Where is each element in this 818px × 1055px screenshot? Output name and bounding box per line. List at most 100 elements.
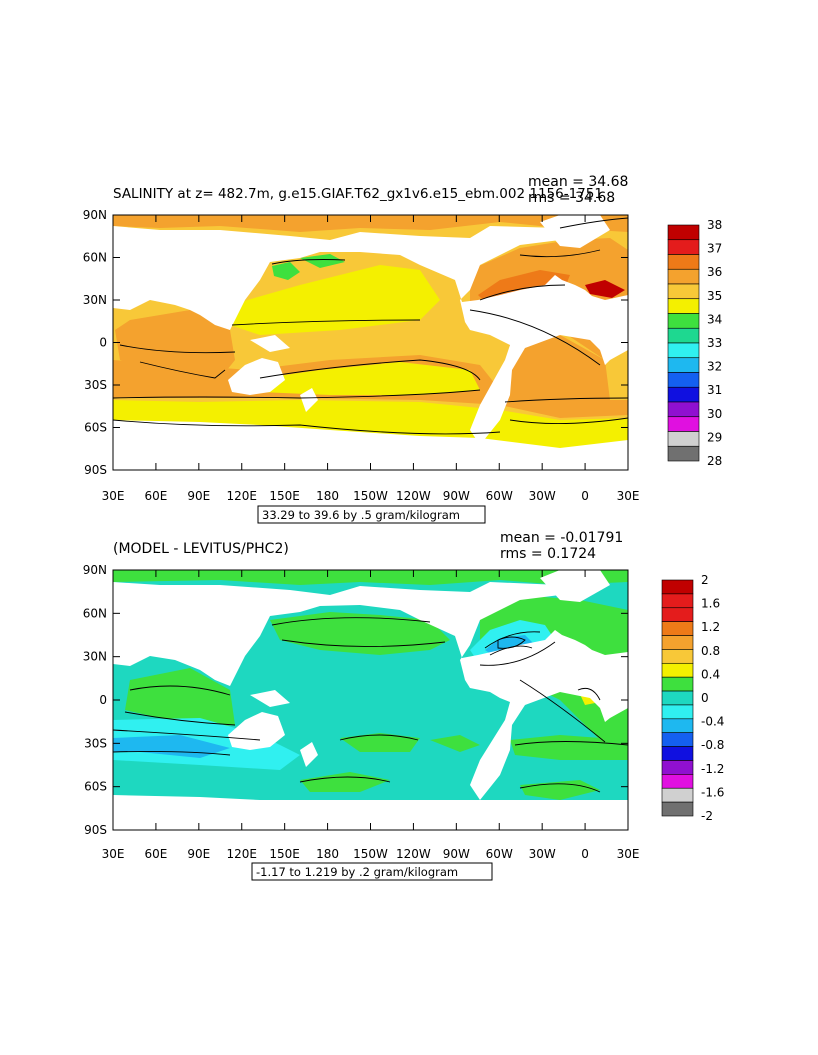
colorbar-label: 35 <box>707 289 722 303</box>
colorbar-label: 1.6 <box>701 597 720 611</box>
colorbar-swatch <box>661 690 694 706</box>
y-tick-label: 60N <box>83 251 107 265</box>
panel1-bering <box>300 254 345 268</box>
panel2-south-blue <box>113 735 230 758</box>
x-tick-label: 90W <box>443 489 470 503</box>
colorbar-label: -0.8 <box>701 738 724 752</box>
colorbar-swatch <box>667 372 700 388</box>
x-tick-label: 30E <box>102 847 125 861</box>
colorbar-swatch <box>661 746 694 761</box>
x-tick-label: 150W <box>353 489 388 503</box>
panel1-contours <box>112 217 629 435</box>
x-tick-label: 180 <box>316 847 339 861</box>
colorbar-label: 37 <box>707 242 722 256</box>
x-tick-label: 30E <box>617 489 640 503</box>
x-tick-label: 120E <box>227 847 258 861</box>
colorbar-swatch <box>667 239 700 255</box>
panel1-pacific-low <box>230 265 440 335</box>
x-tick-label: 30E <box>102 489 125 503</box>
y-tick-label: 60S <box>84 780 107 794</box>
panel1-mean: mean = 34.68 <box>528 174 628 190</box>
panel2-sp-blob3 <box>300 772 390 792</box>
panel2-sp-blob1 <box>340 733 420 752</box>
colorbar-label: -2 <box>701 809 713 823</box>
colorbar-swatch <box>667 313 700 329</box>
colorbar-swatch <box>661 801 694 817</box>
x-tick-label: 60E <box>144 847 167 861</box>
colorbar-label: 0.4 <box>701 667 720 681</box>
panel1-south-pacific-low <box>250 362 480 395</box>
panel2-colorbar: 2 1.6 1.2 0.8 0.4 0 -0.4 -0.8 -1.2 -1.6 -2 <box>661 573 724 823</box>
colorbar-swatch <box>661 704 694 720</box>
y-tick-label: 30S <box>84 378 107 392</box>
panel1-range-label: 33.29 to 39.6 by .5 gram/kilogram <box>262 508 460 522</box>
y-tick-label: 60S <box>84 421 107 435</box>
y-tick-label: 90S <box>84 823 107 837</box>
colorbar-swatch <box>661 649 694 664</box>
panel2-range-label: -1.17 to 1.219 by .2 gram/kilogram <box>256 865 458 879</box>
colorbar-label: 33 <box>707 336 722 350</box>
panel1-rms: rms = 34.68 <box>528 190 615 206</box>
colorbar-swatch <box>661 787 694 803</box>
colorbar-swatch <box>667 327 700 344</box>
colorbar-swatch <box>667 342 700 359</box>
colorbar-label: -0.4 <box>701 715 724 729</box>
panel1-okhotsk <box>272 262 300 280</box>
panel1-title: SALINITY at z= 482.7m, g.e15.GIAF.T62_gx… <box>113 186 603 202</box>
y-tick-label: 90S <box>84 463 107 477</box>
colorbar-swatch <box>667 283 700 300</box>
colorbar-label: 32 <box>707 360 722 374</box>
colorbar-swatch <box>661 774 694 789</box>
colorbar-label: 2 <box>701 573 709 587</box>
colorbar-swatch <box>667 298 700 314</box>
panel2-contours <box>112 617 629 793</box>
panel2-map <box>112 569 629 831</box>
y-tick-label: 0 <box>99 336 107 350</box>
colorbar-label: 38 <box>707 218 722 232</box>
panel2-indian <box>125 668 235 728</box>
panel2-range-box: -1.17 to 1.219 by .2 gram/kilogram <box>251 862 493 881</box>
colorbar-swatch <box>661 718 694 734</box>
x-tick-label: 120W <box>396 489 431 503</box>
colorbar-swatch <box>667 254 700 270</box>
panel1-map <box>112 214 629 471</box>
colorbar-label: -1.2 <box>701 762 724 776</box>
colorbar-label: 31 <box>707 383 722 397</box>
colorbar-swatch <box>667 386 700 403</box>
panel2-sp-blob4 <box>510 735 628 760</box>
x-tick-label: 180 <box>316 489 339 503</box>
colorbar-swatch <box>661 676 694 692</box>
colorbar-swatch <box>661 579 694 595</box>
colorbar-label: 0.8 <box>701 644 720 658</box>
panel2-title: (MODEL - LEVITUS/PHC2) <box>113 541 289 557</box>
colorbar-label: 34 <box>707 312 722 326</box>
x-tick-label: 120E <box>227 489 258 503</box>
x-tick-label: 90E <box>187 489 210 503</box>
colorbar-swatch <box>667 431 700 447</box>
x-tick-label: 30W <box>529 847 556 861</box>
x-tick-label: 30W <box>529 489 556 503</box>
x-tick-label: 60E <box>144 489 167 503</box>
x-tick-label: 120W <box>396 847 431 861</box>
panel-difference: (MODEL - LEVITUS/PHC2) mean = -0.01791 r… <box>83 530 724 881</box>
y-tick-label: 0 <box>99 693 107 707</box>
colorbar-swatch <box>661 732 694 747</box>
x-tick-label: 60W <box>486 847 513 861</box>
panel2-mean: mean = -0.01791 <box>500 530 623 546</box>
panel2-rms: rms = 0.1724 <box>500 546 596 562</box>
x-tick-label: 150E <box>269 847 300 861</box>
y-tick-label: 30N <box>83 650 107 664</box>
colorbar-label: -1.6 <box>701 785 724 799</box>
colorbar-swatch <box>667 224 700 241</box>
x-tick-label: 30E <box>617 847 640 861</box>
x-tick-label: 90E <box>187 847 210 861</box>
y-tick-label: 60N <box>83 606 107 620</box>
x-tick-label: 0 <box>581 489 589 503</box>
colorbar-swatch <box>667 416 700 432</box>
colorbar-swatch <box>667 357 700 373</box>
colorbar-swatch <box>661 607 694 622</box>
panel1-axes: 30E 60E 90E 120E 150E 180 150W 120W 90W 60W 30W 0 30… <box>83 208 640 503</box>
colorbar-label: 0 <box>701 691 709 705</box>
colorbar-swatch <box>661 662 694 678</box>
